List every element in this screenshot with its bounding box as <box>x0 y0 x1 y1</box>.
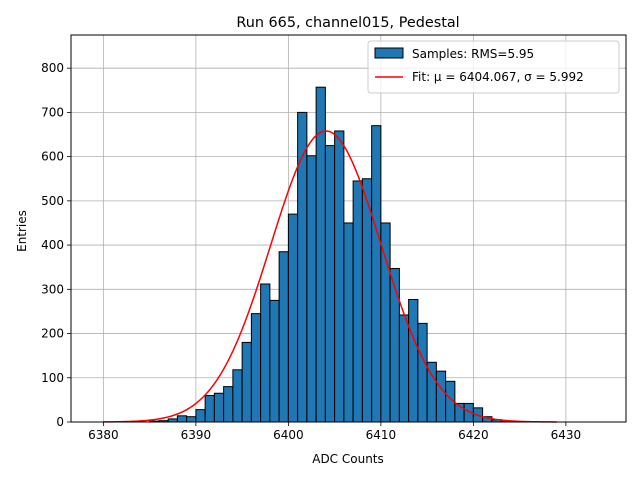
histogram-bar <box>278 251 289 423</box>
histogram-bar <box>315 86 326 423</box>
histogram-bar <box>186 416 197 423</box>
y-tick-label: 800 <box>41 61 64 75</box>
x-tick-label: 6420 <box>458 428 489 442</box>
y-tick-label: 600 <box>41 150 64 164</box>
histogram-bar <box>361 178 373 423</box>
histogram-bar <box>389 268 400 423</box>
histogram-bar <box>213 392 225 423</box>
histogram-bar <box>287 213 299 423</box>
histogram-bar <box>306 155 317 423</box>
legend-histogram-label: Samples: RMS=5.95 <box>412 47 534 61</box>
histogram-bar <box>352 180 363 423</box>
y-tick-label: 500 <box>41 194 64 208</box>
histogram-bars <box>149 86 511 423</box>
histogram-bar <box>380 222 391 423</box>
histogram-bar <box>371 125 382 423</box>
y-tick-label: 400 <box>41 238 64 252</box>
histogram-bar <box>343 222 354 423</box>
histogram-bar <box>269 299 280 423</box>
legend-fit-label: Fit: μ = 6404.067, σ = 5.992 <box>412 70 584 84</box>
y-tick-label: 0 <box>56 415 64 429</box>
legend: Samples: RMS=5.95 Fit: μ = 6404.067, σ =… <box>367 40 620 94</box>
histogram-bar <box>232 369 243 423</box>
y-tick-label: 200 <box>41 327 64 341</box>
histogram-bar <box>176 415 188 423</box>
legend-histogram-swatch <box>374 47 404 59</box>
x-axis-label: ADC Counts <box>312 452 384 466</box>
plot-frame <box>70 34 627 423</box>
x-tick-label: 6400 <box>273 428 304 442</box>
fit-curve <box>103 130 557 423</box>
histogram-bar <box>195 409 206 423</box>
histogram-bar <box>241 341 252 423</box>
x-tick-label: 6390 <box>181 428 212 442</box>
histogram-bar <box>334 130 345 423</box>
y-tick-label: 100 <box>41 371 64 385</box>
y-tick-label: 300 <box>41 282 64 296</box>
histogram-bar <box>435 370 447 423</box>
histogram-bar <box>426 361 437 423</box>
fit-curve-layer <box>103 130 557 423</box>
histogram-bar <box>408 298 419 423</box>
histogram-bar <box>297 111 308 423</box>
x-tick-label: 6430 <box>551 428 582 442</box>
axis-ticks: 6380 6390 6400 6410 6420 6430 0 100 200 300 400 500… <box>41 61 581 442</box>
x-tick-label: 6380 <box>88 428 119 442</box>
histogram-bar <box>223 386 234 423</box>
histogram-bar <box>250 313 262 423</box>
x-tick-label: 6410 <box>366 428 397 442</box>
histogram-bar <box>204 394 215 423</box>
grid-lines <box>71 35 626 423</box>
histogram-bar <box>398 314 410 423</box>
legend-box <box>367 40 620 94</box>
chart-title: Run 665, channel015, Pedestal <box>236 15 459 31</box>
y-tick-label: 700 <box>41 105 64 119</box>
y-axis-label: Entries <box>15 210 29 252</box>
histogram-bar <box>417 322 428 423</box>
histogram-bar <box>324 145 336 423</box>
histogram-bar <box>260 283 271 423</box>
